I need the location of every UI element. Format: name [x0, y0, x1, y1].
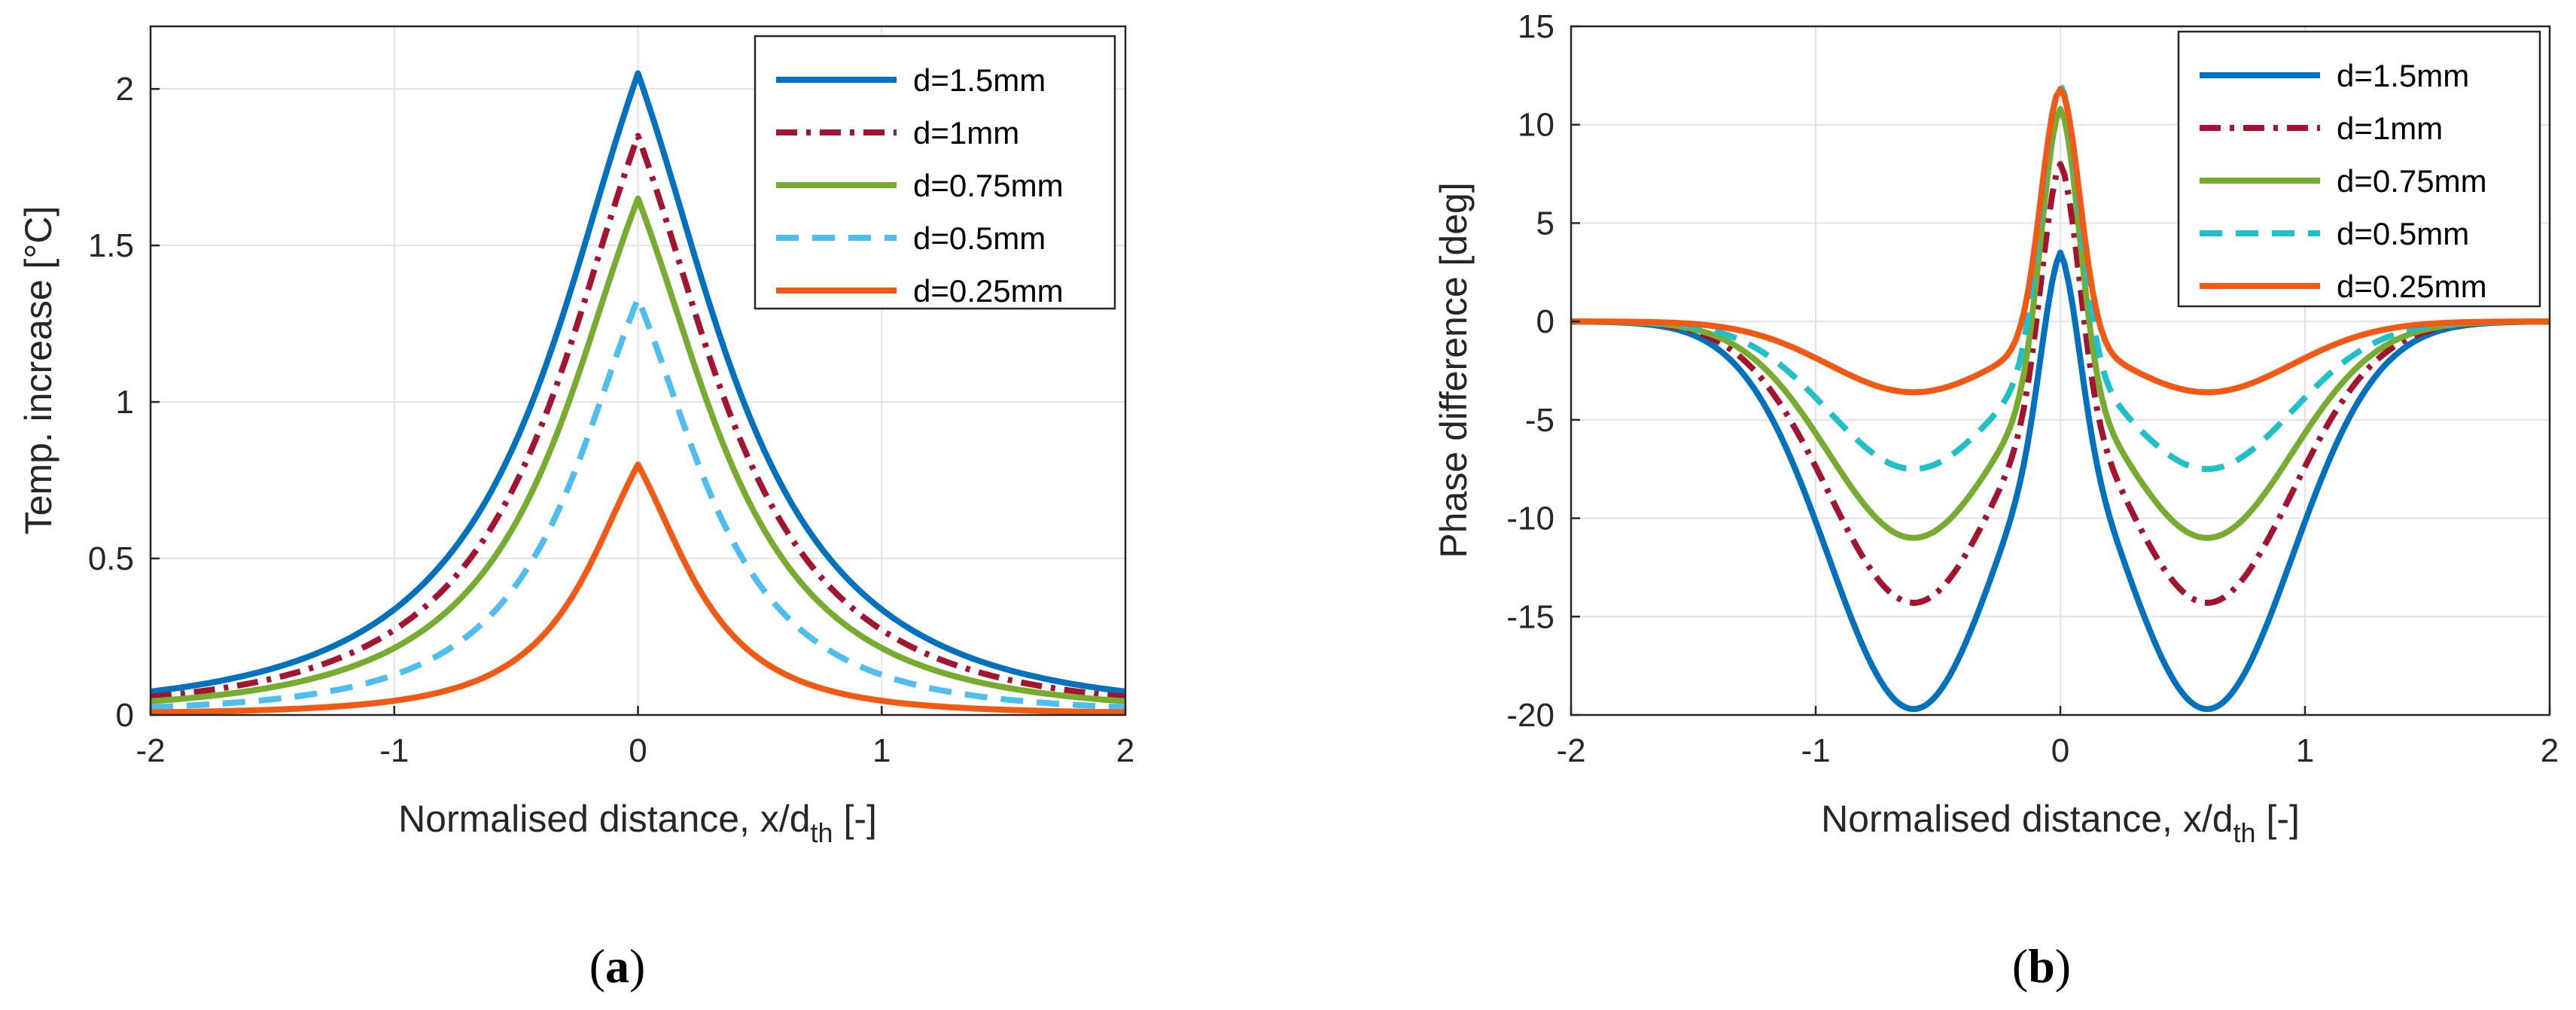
panel-label: (b) — [2012, 939, 2071, 993]
x-tick-label: 1 — [2296, 732, 2314, 769]
x-axis-label: Normalised distance, x/dth [-] — [398, 798, 877, 848]
y-tick-label: 10 — [1518, 107, 1554, 144]
series-line-d=1mm — [150, 132, 1126, 700]
series-group — [150, 70, 1126, 716]
y-tick-label: -10 — [1506, 500, 1554, 537]
panel-letter: b — [2028, 939, 2055, 993]
legend: d=1.5mm d=1mm d=0.75mm d=0.5mm d=0.25mm — [2177, 30, 2541, 308]
y-tick-label: -15 — [1506, 598, 1554, 635]
x-tick-label: -2 — [1556, 732, 1585, 769]
x-axis-label-subscript: th — [2233, 817, 2256, 848]
panel-a-temperature-chart: -2 -1 0 1 2 0 0.5 1 1.5 2 Normalised distance, x… — [17, 25, 1134, 993]
legend-label: d=1.5mm — [913, 62, 1046, 98]
y-tick-label: 15 — [1518, 8, 1554, 45]
legend-label: d=1.5mm — [2337, 58, 2469, 93]
y-tick-label: 0 — [1536, 303, 1554, 340]
x-axis-label-suffix: [-] — [833, 798, 877, 840]
legend: d=1.5mm d=1mm d=0.75mm d=0.5mm d=0.25mm — [754, 35, 1116, 310]
series-line-d=0.5mm — [150, 295, 1126, 710]
y-tick-label: -5 — [1525, 402, 1554, 439]
y-tick-label: 2 — [116, 71, 134, 108]
legend-label: d=1mm — [2337, 111, 2443, 146]
y-axis-label: Phase difference [deg] — [1433, 182, 1475, 558]
series-line-d=0.75mm — [1571, 105, 2550, 541]
x-tick-label: 2 — [2541, 732, 2559, 769]
series-line-d=1.5mm — [1571, 249, 2550, 713]
legend-label: d=1mm — [913, 115, 1019, 151]
legend-label: d=0.75mm — [913, 168, 1064, 203]
x-axis-label-subscript: th — [811, 817, 833, 848]
panel-letter: a — [605, 939, 629, 993]
legend-label: d=0.5mm — [913, 221, 1046, 256]
x-tick-label: 0 — [2051, 732, 2069, 769]
x-tick-label: -1 — [379, 732, 409, 769]
series-group — [1571, 82, 2550, 713]
x-tick-label: 1 — [872, 732, 891, 769]
legend-label: d=0.5mm — [2337, 216, 2469, 251]
series-line-d=0.5mm — [1571, 82, 2550, 473]
series-line-d=0.75mm — [150, 195, 1126, 704]
x-tick-label: -2 — [135, 732, 165, 769]
y-tick-label: 1 — [116, 384, 134, 421]
y-tick-label: 1.5 — [88, 227, 134, 264]
series-line-d=1mm — [1571, 161, 2550, 606]
x-tick-labels: -2 -1 0 1 2 — [135, 706, 1134, 769]
legend-label: d=0.25mm — [913, 273, 1064, 309]
x-axis-label-main: Normalised distance, x/d — [1821, 798, 2233, 840]
y-tick-label: 5 — [1536, 205, 1554, 242]
x-axis-label-suffix: [-] — [2256, 798, 2300, 840]
x-tick-label: 2 — [1116, 732, 1134, 769]
x-tick-label: 0 — [629, 732, 647, 769]
panel-label: (a) — [589, 939, 646, 993]
legend-label: d=0.25mm — [2337, 269, 2487, 304]
series-line-d=0.25mm — [150, 461, 1126, 716]
x-axis-label-main: Normalised distance, x/d — [398, 798, 810, 840]
x-axis-label: Normalised distance, x/dth [-] — [1821, 798, 2300, 848]
x-tick-labels: -2 -1 0 1 2 — [1556, 706, 2559, 769]
series-line-d=1.5mm — [150, 70, 1126, 695]
y-axis-label: Temp. increase [°C] — [17, 206, 59, 535]
y-tick-labels: -20 -15 -10 -5 0 5 10 15 — [1506, 8, 1580, 734]
y-tick-labels: 0 0.5 1 1.5 2 — [88, 71, 160, 734]
x-tick-label: -1 — [1801, 732, 1830, 769]
series-line-d=0.25mm — [1571, 86, 2550, 396]
y-tick-label: 0 — [116, 697, 134, 734]
y-tick-label: 0.5 — [88, 540, 134, 577]
legend-label: d=0.75mm — [2337, 163, 2487, 199]
y-tick-label: -20 — [1506, 697, 1554, 734]
